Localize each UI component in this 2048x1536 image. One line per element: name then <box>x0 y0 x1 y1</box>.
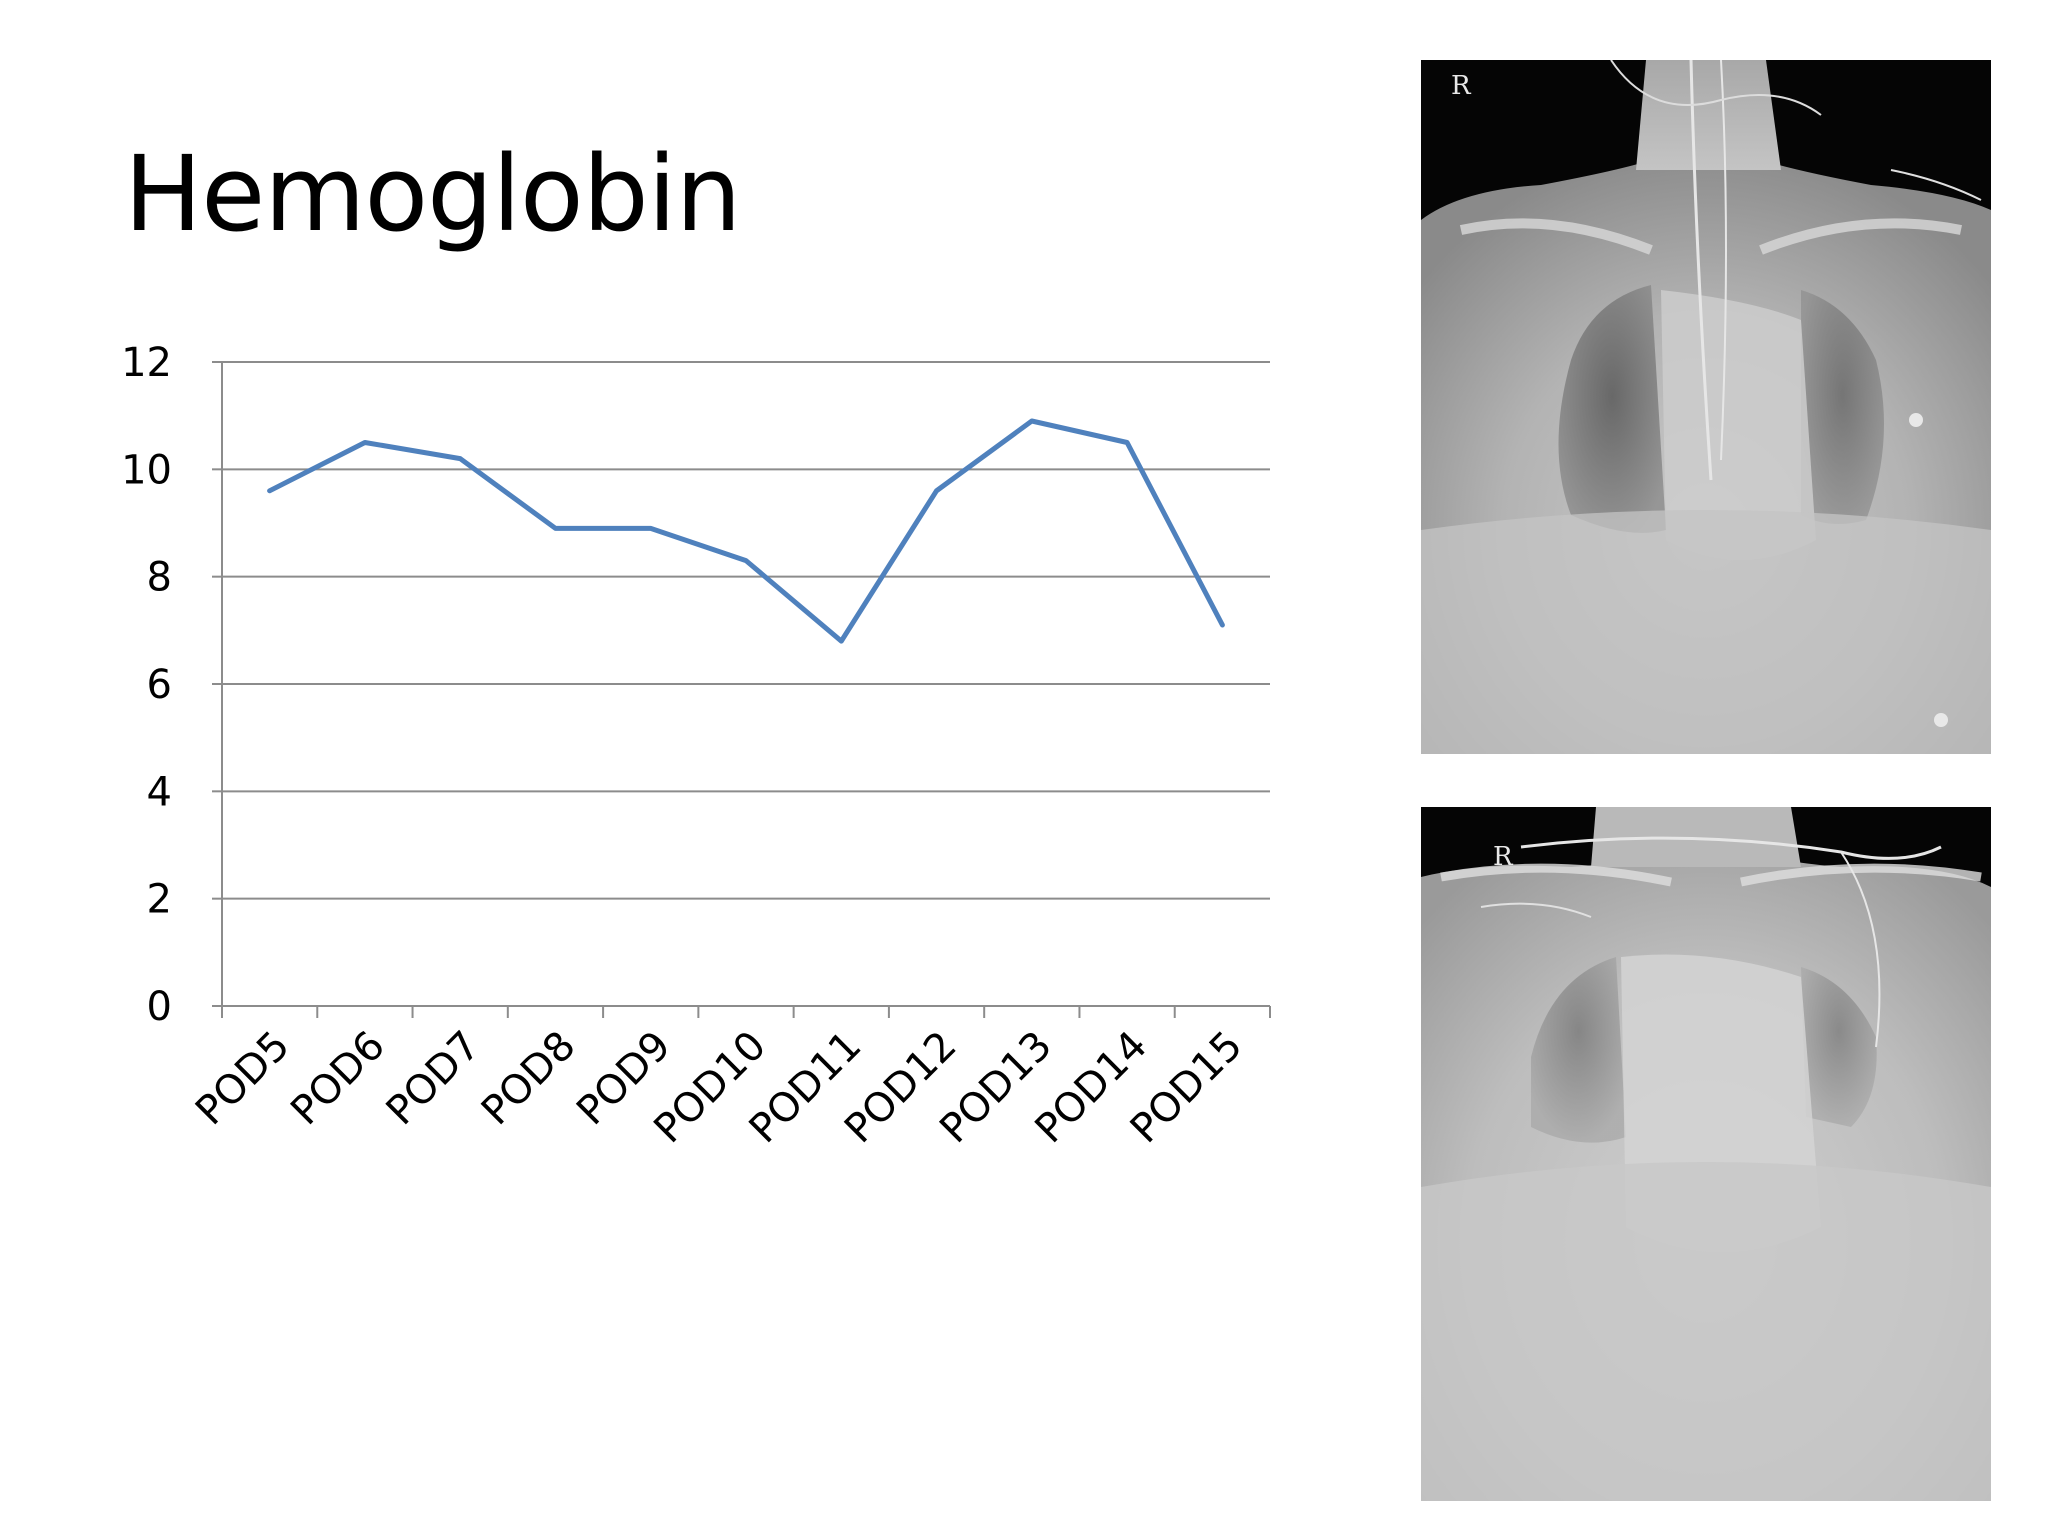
gridlines <box>222 361 1270 900</box>
y-tick-label: 4 <box>147 769 172 815</box>
y-tick-label: 12 <box>121 340 172 386</box>
y-tick-label: 10 <box>121 447 172 493</box>
y-tick-label: 8 <box>147 555 172 601</box>
x-tick-label: POD5 <box>187 1023 299 1135</box>
slide-title: Hemoglobin <box>124 133 741 255</box>
x-axis-tick-labels: POD5POD6POD7POD8POD9POD10POD11POD12POD13… <box>187 1023 1251 1153</box>
y-tick-label: 6 <box>147 662 172 708</box>
x-tick-label: POD8 <box>473 1023 585 1135</box>
chest-xray-image-top: R <box>1421 60 1991 754</box>
xray-top-marker: R <box>1451 71 1472 101</box>
y-axis-tick-labels: 0 2 4 6 8 10 12 <box>121 340 172 1030</box>
hemoglobin-line-chart: 0 2 4 6 8 10 12 POD5POD6POD7POD8POD9POD10POD11… <box>121 340 1271 1153</box>
x-tick-label: POD7 <box>378 1023 490 1135</box>
y-tick-label: 2 <box>147 877 172 923</box>
series-layer <box>267 418 1225 644</box>
chart-axes <box>212 361 1271 1018</box>
chest-xray-image-bottom: R <box>1421 807 1991 1501</box>
y-tick-label: 0 <box>147 984 172 1030</box>
x-tick-label: POD6 <box>282 1023 394 1135</box>
xray-bottom-marker: R <box>1493 842 1514 872</box>
series-line-0 <box>267 418 1225 644</box>
